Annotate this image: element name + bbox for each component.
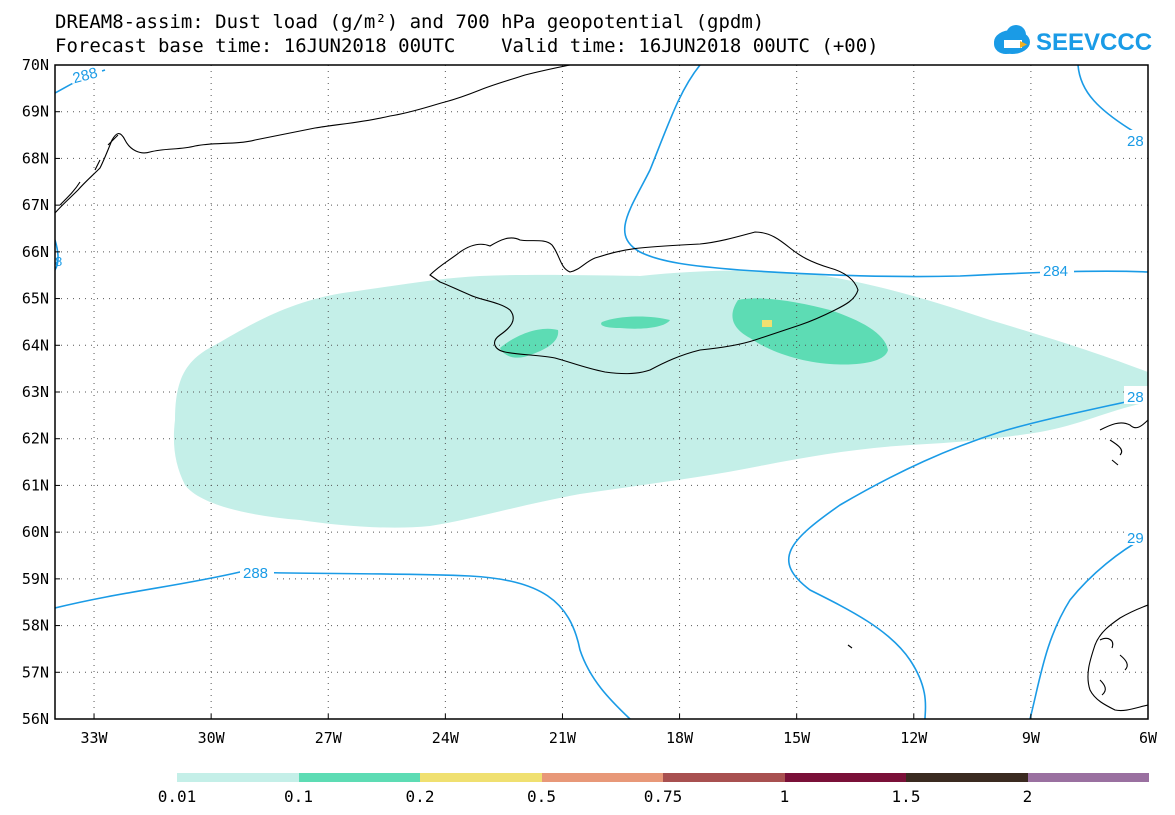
contour-labels: 288 284 288 28 28 29 8 xyxy=(55,64,1148,582)
colorbar-label: 1.5 xyxy=(891,787,921,806)
geopotential-contours xyxy=(55,65,1148,719)
colorbar-label: 0.01 xyxy=(157,787,197,806)
colorbar-swatch xyxy=(541,773,663,782)
lon-tick-label: 33W xyxy=(80,729,108,747)
cloud-icon xyxy=(994,25,1030,54)
colorbar-label: 1 xyxy=(779,787,790,806)
colorbar-swatch xyxy=(420,773,542,782)
colorbar-swatch xyxy=(663,773,785,782)
lat-tick-label: 65N xyxy=(22,290,49,308)
lon-tick-label: 21W xyxy=(549,729,577,747)
colorbar-swatch xyxy=(906,773,1028,782)
lat-axis: 70N 69N 68N 67N 66N 65N 64N 63N 62N 61N 60N 59N 58N 5… xyxy=(22,56,49,728)
lon-tick-label: 24W xyxy=(432,729,460,747)
lat-tick-label: 61N xyxy=(22,476,49,494)
lat-tick-label: 68N xyxy=(22,149,49,167)
lat-tick-label: 66N xyxy=(22,243,49,261)
colorbar-label: 2 xyxy=(1022,787,1033,806)
contour-label: 28 xyxy=(1127,389,1144,406)
seevccc-logo: SEEVCCC xyxy=(994,25,1152,56)
lat-tick-label: 58N xyxy=(22,617,49,635)
lat-tick-label: 57N xyxy=(22,663,49,681)
lat-tick-label: 67N xyxy=(22,196,49,214)
colorbar-label: 0.2 xyxy=(405,787,435,806)
lat-tick-label: 62N xyxy=(22,430,49,448)
colorbar-swatch xyxy=(1027,773,1149,782)
lon-axis: 33W 30W 27W 24W 21W 18W 15W 12W 9W 6W xyxy=(80,729,1158,747)
contour-label: 28 xyxy=(1127,133,1144,150)
coastlines xyxy=(55,65,1148,712)
colorbar-label: 0.1 xyxy=(284,787,313,806)
logo-text: SEEVCCC xyxy=(1036,29,1152,56)
contour-label: 288 xyxy=(243,565,268,582)
dust-area-light xyxy=(173,270,1148,528)
lat-tick-label: 64N xyxy=(22,336,49,354)
lon-tick-label: 15W xyxy=(783,729,811,747)
lon-tick-label: 27W xyxy=(315,729,343,747)
map-subtitle: Forecast base time: 16JUN2018 00UTC Vali… xyxy=(55,35,879,57)
lat-tick-label: 63N xyxy=(22,383,49,401)
map-title: DREAM8-assim: Dust load (g/m²) and 700 h… xyxy=(55,11,765,33)
colorbar-swatch xyxy=(298,773,420,782)
colorbar-swatch xyxy=(784,773,906,782)
lat-tick-label: 56N xyxy=(22,710,49,728)
lon-tick-label: 12W xyxy=(900,729,928,747)
lon-tick-label: 18W xyxy=(666,729,694,747)
contour-label: 8 xyxy=(55,254,62,269)
contour-label: 284 xyxy=(1043,263,1068,280)
dust-area-medium xyxy=(601,316,670,329)
dust-area-medium xyxy=(732,298,888,365)
contour-label: 288 xyxy=(71,64,100,87)
colorbar-swatch xyxy=(177,773,299,782)
contour-label: 29 xyxy=(1127,530,1144,547)
dust-area-high xyxy=(762,320,772,327)
axis-ticks xyxy=(55,64,1149,720)
lon-tick-label: 30W xyxy=(198,729,226,747)
colorbar-label: 0.75 xyxy=(643,787,683,806)
lat-tick-label: 70N xyxy=(22,56,49,74)
lat-tick-label: 69N xyxy=(22,103,49,121)
lat-tick-label: 60N xyxy=(22,523,49,541)
dust-area-medium xyxy=(500,328,559,358)
lat-tick-label: 59N xyxy=(22,570,49,588)
lon-tick-label: 6W xyxy=(1139,729,1158,747)
colorbar-label: 0.5 xyxy=(527,787,556,806)
lon-tick-label: 9W xyxy=(1022,729,1041,747)
